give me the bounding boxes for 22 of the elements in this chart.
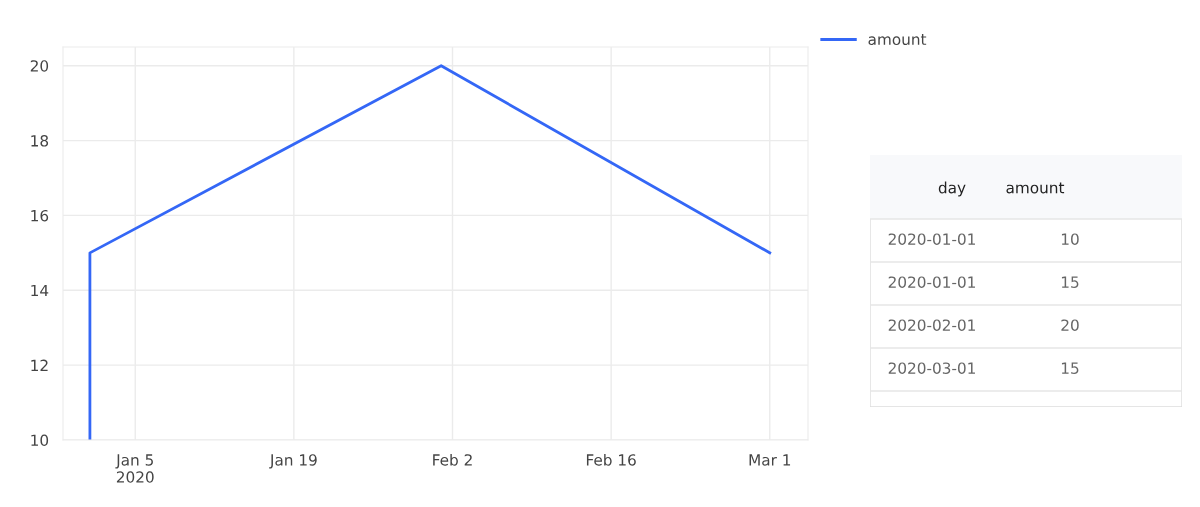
x-tick-label: Jan 5 2020 bbox=[115, 454, 154, 483]
y-tick-label: 16 bbox=[31, 209, 49, 222]
y-tick-label: 18 bbox=[31, 135, 49, 147]
text: day bbox=[938, 181, 966, 197]
text: 10 bbox=[1061, 233, 1079, 245]
text: 2020-03-01 bbox=[888, 362, 975, 374]
text: 2020-01-01 bbox=[888, 233, 975, 245]
text: 15 bbox=[1061, 362, 1079, 374]
text: amount bbox=[1006, 182, 1065, 194]
y-tick-label: 12 bbox=[31, 359, 48, 371]
text: 2020-02-01 bbox=[888, 319, 975, 331]
x-tick-label: Mar 1 bbox=[749, 454, 791, 466]
y-tick-label: 14 bbox=[31, 284, 49, 297]
x-tick-label: Feb 2 bbox=[433, 453, 472, 466]
x-tick-label: Jan 19 bbox=[269, 454, 317, 469]
text: 2020-01-01 bbox=[888, 276, 975, 288]
x-tick-label: Feb 16 bbox=[586, 453, 636, 466]
legend-label: amount bbox=[868, 34, 927, 46]
text: 15 bbox=[1061, 276, 1079, 288]
text: 20 bbox=[1061, 319, 1079, 331]
y-tick-label: 10 bbox=[31, 434, 49, 447]
y-tick-label: 20 bbox=[30, 60, 49, 72]
